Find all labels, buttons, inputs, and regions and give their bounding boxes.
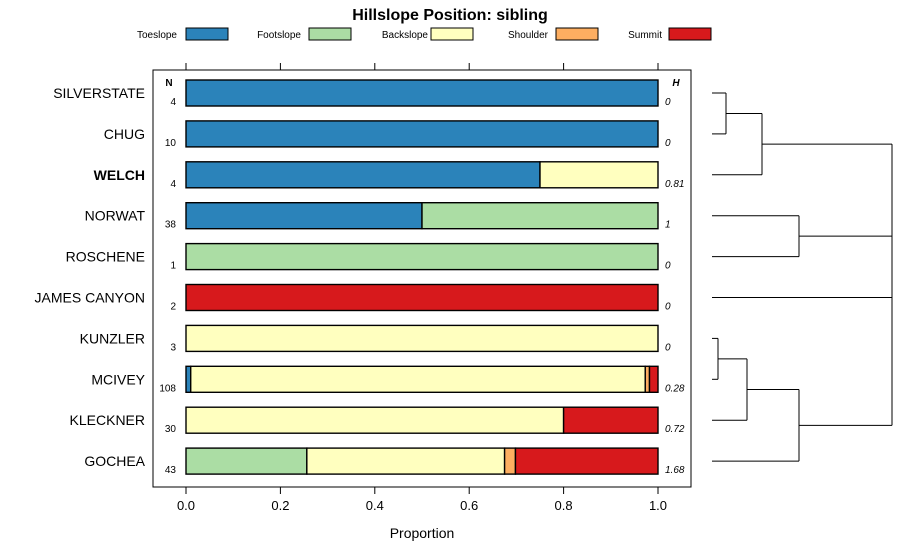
row-label-silverstate: SILVERSTATE (53, 85, 145, 101)
row-label-welch: WELCH (94, 167, 145, 183)
bar-kleckner-backslope (185, 406, 565, 434)
h-value-chug: 0 (665, 138, 671, 149)
n-column-header: N (165, 78, 172, 89)
legend-label-footslope: Footslope (257, 30, 301, 41)
bar-mcivey-toeslope (185, 365, 192, 393)
legend-swatch-footslope (308, 27, 352, 41)
bar-norwat-toeslope (185, 201, 423, 230)
bar-welch-toeslope (185, 161, 541, 189)
legend-swatch-backslope (430, 27, 474, 41)
x-tick-label-2: 0.4 (366, 498, 384, 513)
bar-gochea-summit (514, 447, 659, 475)
bar-silverstate-toeslope (185, 79, 659, 107)
x-tick-label-3: 0.6 (460, 498, 478, 513)
dendrogram (712, 92, 893, 462)
row-label-kunzler: KUNZLER (80, 330, 145, 346)
h-value-norwat: 1 (665, 220, 671, 231)
n-value-mcivey: 108 (159, 383, 176, 394)
x-tick-label-1: 0.2 (271, 498, 289, 513)
bar-roschene-footslope (185, 242, 659, 271)
legend: Toeslope Footslope Backslope Shoulder Summit (137, 27, 712, 41)
bar-chug-toeslope (185, 120, 659, 148)
row-label-mcivey: MCIVEY (91, 371, 145, 387)
x-axis: 0.0 0.2 0.4 0.6 0.8 1.0 (177, 63, 667, 513)
legend-label-summit: Summit (628, 30, 662, 41)
legend-swatch-summit (668, 27, 712, 41)
h-column-header: H (672, 78, 680, 89)
h-value-roschene: 0 (665, 261, 671, 272)
n-value-james-canyon: 2 (170, 302, 176, 313)
row-label-james-canyon: JAMES CANYON (35, 290, 145, 306)
n-value-roschene: 1 (170, 261, 176, 272)
bar-mcivey-backslope (190, 365, 646, 393)
bar-gochea-shoulder (503, 447, 517, 475)
n-value-kleckner: 30 (165, 424, 177, 435)
bar-kunzler-backslope (185, 324, 659, 353)
row-label-norwat: NORWAT (85, 208, 146, 224)
row-label-chug: CHUG (104, 126, 145, 142)
bar-gochea-footslope (185, 447, 308, 475)
row-label-roschene: ROSCHENE (66, 249, 145, 265)
legend-label-backslope: Backslope (382, 30, 429, 41)
bar-james-canyon-summit (185, 283, 659, 312)
bar-norwat-footslope (421, 201, 659, 230)
bar-welch-backslope (539, 161, 659, 189)
h-value-james-canyon: 0 (665, 302, 671, 313)
x-tick-label-4: 0.8 (555, 498, 573, 513)
bar-gochea-backslope (306, 447, 506, 475)
h-value-mcivey: 0.28 (665, 383, 685, 394)
x-tick-label-0: 0.0 (177, 498, 195, 513)
h-value-kunzler: 0 (665, 342, 671, 353)
x-tick-label-5: 1.0 (649, 498, 667, 513)
n-value-norwat: 38 (165, 220, 177, 231)
legend-swatch-shoulder (555, 27, 599, 41)
legend-label-toeslope: Toeslope (137, 30, 177, 41)
legend-swatch-toeslope (185, 27, 229, 41)
h-value-welch: 0.81 (665, 179, 684, 190)
row-label-gochea: GOCHEA (84, 453, 145, 469)
legend-label-shoulder: Shoulder (508, 30, 549, 41)
h-value-silverstate: 0 (665, 97, 671, 108)
chart-title: Hillslope Position: sibling (352, 7, 548, 24)
n-value-silverstate: 4 (170, 97, 176, 108)
x-axis-label: Proportion (390, 525, 455, 541)
bar-rows (185, 79, 659, 475)
n-value-chug: 10 (165, 138, 177, 149)
n-value-kunzler: 3 (170, 342, 176, 353)
n-value-gochea: 43 (165, 465, 177, 476)
n-value-welch: 4 (170, 179, 176, 190)
bar-kleckner-summit (562, 406, 659, 434)
bar-mcivey-summit (648, 365, 659, 393)
plot-panel (152, 69, 692, 488)
h-value-gochea: 1.68 (665, 465, 685, 476)
h-value-kleckner: 0.72 (665, 424, 685, 435)
row-label-kleckner: KLECKNER (70, 412, 145, 428)
